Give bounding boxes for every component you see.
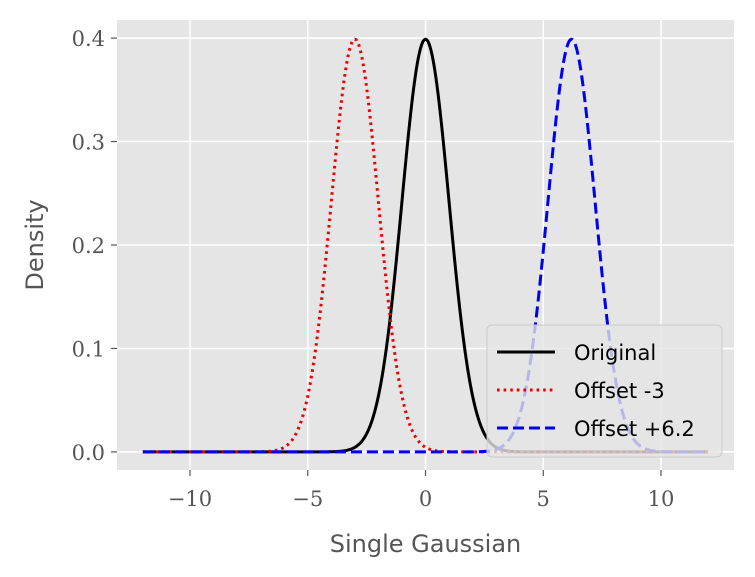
legend: Original Offset -3 Offset +6.2 xyxy=(486,324,723,458)
x-tick-label: −10 xyxy=(168,487,212,511)
legend-label: Original xyxy=(574,341,656,365)
y-tick-label: 0.2 xyxy=(72,234,105,258)
tick-marks xyxy=(111,37,662,476)
y-tick-label: 0.4 xyxy=(72,27,105,51)
y-axis-label: Density xyxy=(21,199,49,290)
y-tick-label: 0.1 xyxy=(72,337,105,361)
y-tick-label: 0.0 xyxy=(72,441,105,465)
tick-labels: −10 −5 0 5 10 0.0 0.1 0.2 0.3 0.4 xyxy=(72,27,675,511)
x-tick-label: 0 xyxy=(419,487,432,511)
legend-label: Offset +6.2 xyxy=(574,417,695,441)
x-tick-label: 5 xyxy=(537,487,550,511)
x-axis-label: Single Gaussian xyxy=(330,530,522,558)
legend-label: Offset -3 xyxy=(574,379,665,403)
y-tick-label: 0.3 xyxy=(72,131,105,155)
x-tick-label: 10 xyxy=(648,487,675,511)
x-tick-label: −5 xyxy=(292,487,323,511)
legend-box xyxy=(486,324,723,458)
